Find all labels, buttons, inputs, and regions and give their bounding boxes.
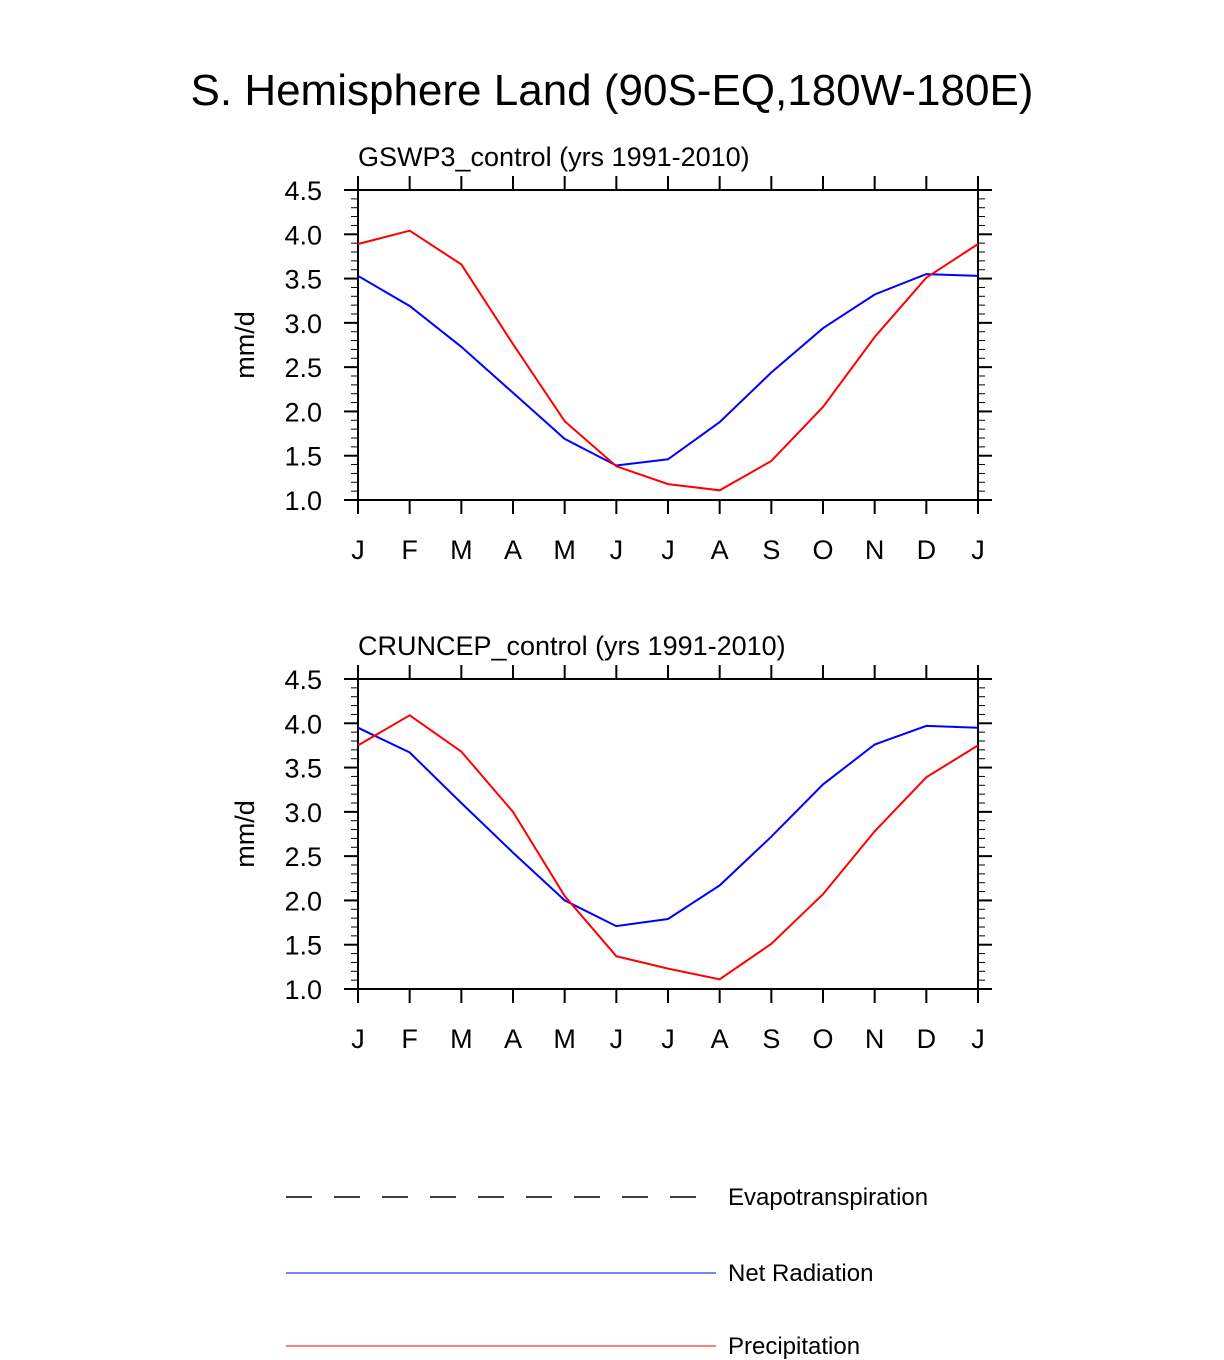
precipitation-line — [357, 714, 979, 981]
y-tick-label: 2.5 — [284, 842, 322, 872]
net-radiation-line — [357, 273, 979, 467]
y-tick-label: 4.0 — [284, 709, 322, 739]
x-tick-label: J — [661, 1024, 675, 1054]
y-tick-label: 1.0 — [284, 486, 322, 516]
x-tick-label: M — [450, 1024, 473, 1054]
x-tick-label: A — [711, 1024, 729, 1054]
precipitation-line — [357, 229, 979, 492]
y-tick-label: 3.5 — [284, 754, 322, 784]
x-tick-label: D — [917, 1024, 937, 1054]
plot-frame — [357, 678, 979, 990]
y-tick-label: 2.5 — [284, 353, 322, 383]
x-tick-label: J — [610, 535, 624, 565]
y-tick-label: 4.5 — [284, 176, 322, 206]
legend-label-net-radiation: Net Radiation — [728, 1260, 873, 1287]
x-tick-label: O — [812, 1024, 833, 1054]
y-tick-label: 2.0 — [284, 886, 322, 916]
x-tick-label: J — [351, 535, 365, 565]
y-axis-label: mm/d — [230, 311, 260, 379]
x-tick-label: N — [865, 1024, 885, 1054]
chart-title: CRUNCEP_control (yrs 1991-2010) — [358, 631, 786, 661]
x-tick-label: D — [917, 535, 937, 565]
x-tick-label: A — [504, 1024, 522, 1054]
x-tick-label: A — [504, 535, 522, 565]
legend: Evapotranspiration Net Radiation Precipita… — [286, 1184, 928, 1360]
plot-frame — [357, 189, 979, 501]
y-tick-label: 1.5 — [284, 931, 322, 961]
y-axis-label: mm/d — [230, 800, 260, 868]
y-tick-label: 4.0 — [284, 220, 322, 250]
chart-title: GSWP3_control (yrs 1991-2010) — [358, 142, 750, 172]
x-tick-label: J — [610, 1024, 624, 1054]
x-tick-label: O — [812, 535, 833, 565]
x-tick-label: J — [661, 535, 675, 565]
legend-label-evapotranspiration: Evapotranspiration — [728, 1184, 928, 1211]
x-tick-label: J — [351, 1024, 365, 1054]
chart-panels: GSWP3_control (yrs 1991-2010) mm/d 1.0 1.5 2… — [230, 142, 992, 1054]
x-tick-label: N — [865, 535, 885, 565]
x-tick-label: A — [711, 535, 729, 565]
y-ticks — [344, 189, 992, 501]
y-tick-label: 3.0 — [284, 309, 322, 339]
y-tick-label: 4.5 — [284, 665, 322, 695]
net-radiation-line — [357, 724, 979, 928]
legend-label-precipitation: Precipitation — [728, 1333, 860, 1360]
figure-title: S. Hemisphere Land (90S-EQ,180W-180E) — [190, 66, 1034, 115]
y-tick-label: 3.0 — [284, 798, 322, 828]
x-tick-label: M — [553, 535, 576, 565]
x-tick-label: F — [401, 1024, 418, 1054]
x-tick-label: M — [553, 1024, 576, 1054]
y-tick-label: 1.0 — [284, 975, 322, 1005]
y-ticks — [344, 678, 992, 990]
x-tick-label: J — [971, 1024, 985, 1054]
x-tick-label: M — [450, 535, 473, 565]
y-tick-label: 1.5 — [284, 442, 322, 472]
y-tick-label: 2.0 — [284, 397, 322, 427]
x-tick-label: J — [971, 535, 985, 565]
y-tick-label: 3.5 — [284, 265, 322, 295]
x-tick-label: S — [762, 1024, 780, 1054]
chart-panel-2: CRUNCEP_control (yrs 1991-2010) mm/d 1.0 1.… — [230, 631, 992, 1054]
chart-panel-1: GSWP3_control (yrs 1991-2010) mm/d 1.0 1.5 2… — [230, 142, 992, 565]
x-tick-label: F — [401, 535, 418, 565]
x-tick-label: S — [762, 535, 780, 565]
